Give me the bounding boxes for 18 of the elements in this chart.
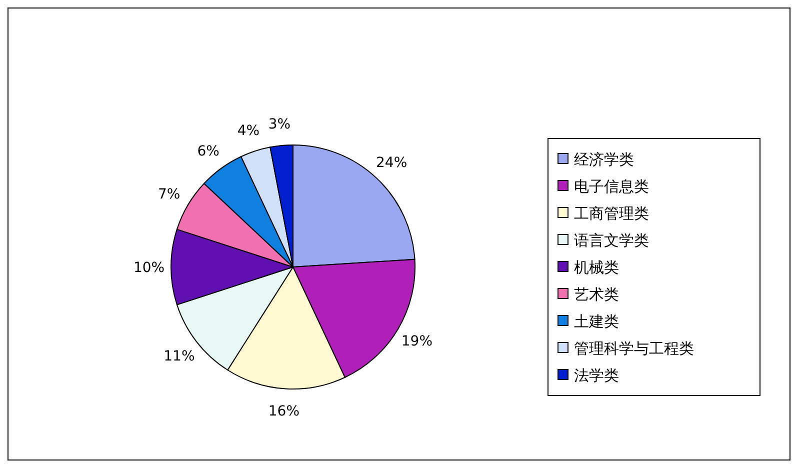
data-label: 4% [237,123,260,140]
legend-label: 语言文学类 [574,232,649,250]
data-label: 19% [401,333,433,350]
data-label: 3% [268,116,291,133]
legend-label: 电子信息类 [574,178,649,196]
data-label: 7% [158,186,180,203]
legend-label: 工商管理类 [574,204,649,222]
data-label: 6% [197,144,220,160]
data-label: 10% [133,260,165,276]
legend-label: 艺术类 [574,286,619,304]
legend-label: 土建类 [574,312,619,330]
data-label: 16% [268,404,300,420]
legend-label: 法学类 [574,366,619,384]
legend-label: 机械类 [574,258,619,276]
data-label: 24% [376,155,408,172]
legend-label: 经济学类 [574,150,634,168]
legend-label: 管理科学与工程类 [574,340,694,358]
data-label: 11% [164,348,195,364]
